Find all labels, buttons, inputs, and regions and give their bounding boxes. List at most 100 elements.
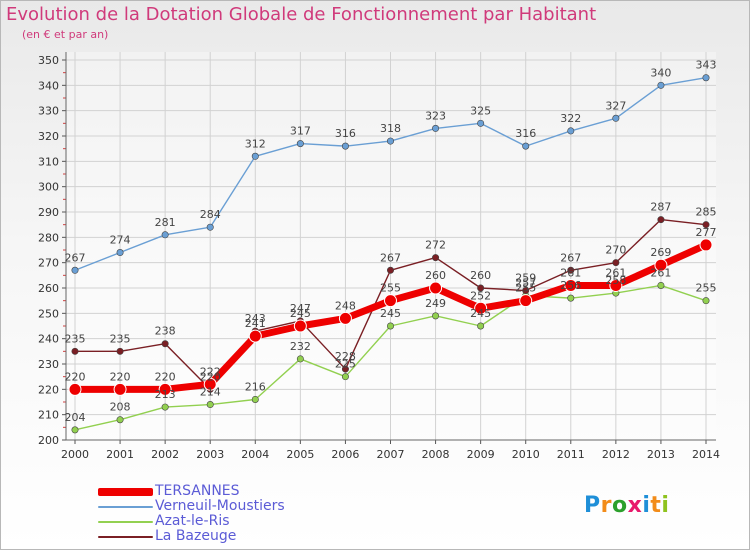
x-tick-label: 2006 <box>331 448 359 461</box>
data-point-azat-le-ris <box>432 312 440 320</box>
data-point-verneuil-moustiers <box>71 266 79 274</box>
data-point-verneuil-moustiers <box>612 114 620 122</box>
data-label-verneuil-moustiers: 281 <box>155 216 176 229</box>
y-tick-label: 200 <box>38 434 59 447</box>
data-point-azat-le-ris <box>296 355 304 363</box>
data-point-verneuil-moustiers <box>341 142 349 150</box>
y-tick-label: 280 <box>38 231 59 244</box>
y-tick-label: 350 <box>38 54 59 67</box>
data-point-tersannes <box>203 377 217 391</box>
data-point-verneuil-moustiers <box>386 137 394 145</box>
data-label-verneuil-moustiers: 323 <box>425 109 446 122</box>
legend-swatch-tersannes <box>98 488 153 496</box>
data-label-la-bazeuge: 220 <box>200 370 221 383</box>
data-point-azat-le-ris <box>161 403 169 411</box>
data-point-la-bazeuge <box>702 221 710 229</box>
data-point-tersannes <box>338 311 352 325</box>
data-point-verneuil-moustiers <box>161 231 169 239</box>
x-tick-label: 2008 <box>422 448 450 461</box>
data-label-azat-le-ris: 213 <box>155 388 176 401</box>
data-point-la-bazeuge <box>386 266 394 274</box>
data-label-verneuil-moustiers: 316 <box>335 127 356 140</box>
data-point-azat-le-ris <box>477 322 485 330</box>
data-label-azat-le-ris: 208 <box>110 401 131 414</box>
data-point-azat-le-ris <box>657 281 665 289</box>
logo-letter: t <box>650 493 662 518</box>
data-label-la-bazeuge: 228 <box>335 350 356 363</box>
data-point-verneuil-moustiers <box>657 81 665 89</box>
data-label-verneuil-moustiers: 316 <box>515 127 536 140</box>
data-point-azat-le-ris <box>206 401 214 409</box>
data-label-azat-le-ris: 245 <box>470 307 491 320</box>
data-label-verneuil-moustiers: 343 <box>696 59 717 72</box>
data-label-verneuil-moustiers: 340 <box>650 66 671 79</box>
data-label-azat-le-ris: 261 <box>650 266 671 279</box>
data-point-verneuil-moustiers <box>206 223 214 231</box>
data-point-la-bazeuge <box>612 259 620 267</box>
data-point-verneuil-moustiers <box>702 74 710 82</box>
x-tick-label: 2001 <box>106 448 134 461</box>
data-label-tersannes: 269 <box>650 246 671 259</box>
data-label-tersannes: 241 <box>245 317 266 330</box>
data-label-verneuil-moustiers: 318 <box>380 122 401 135</box>
y-tick-label: 330 <box>38 105 59 118</box>
y-tick-label: 320 <box>38 130 59 143</box>
data-label-tersannes: 245 <box>290 307 311 320</box>
data-point-azat-le-ris <box>251 395 259 403</box>
data-point-azat-le-ris <box>702 297 710 305</box>
data-label-azat-le-ris: 245 <box>380 307 401 320</box>
legend-label-la-bazeuge: La Bazeuge <box>155 528 237 544</box>
data-point-tersannes <box>158 382 172 396</box>
data-label-la-bazeuge: 267 <box>380 251 401 264</box>
data-label-verneuil-moustiers: 327 <box>605 99 626 112</box>
data-point-la-bazeuge <box>657 216 665 224</box>
y-tick-label: 220 <box>38 383 59 396</box>
data-point-la-bazeuge <box>477 284 485 292</box>
data-point-tersannes <box>429 281 443 295</box>
data-point-azat-le-ris <box>341 373 349 381</box>
data-point-tersannes <box>384 294 397 308</box>
data-label-azat-le-ris: 214 <box>200 386 221 399</box>
proxiti-logo: Proxiti <box>584 493 669 518</box>
data-label-la-bazeuge: 259 <box>515 272 536 285</box>
data-label-la-bazeuge: 235 <box>65 332 86 345</box>
data-point-azat-le-ris <box>71 426 79 434</box>
chart-axes: 200 210 220 230 240 250 260 270 280 290 300 310 320 3… <box>38 52 720 461</box>
logo-letter: i <box>642 493 651 518</box>
y-tick-label: 210 <box>38 409 59 422</box>
data-point-la-bazeuge <box>522 287 530 295</box>
data-label-azat-le-ris: 249 <box>425 297 446 310</box>
data-label-azat-le-ris: 225 <box>335 358 356 371</box>
x-tick-label: 2004 <box>241 448 269 461</box>
data-label-tersannes: 261 <box>605 266 626 279</box>
x-tick-label: 2010 <box>512 448 540 461</box>
y-tick-label: 300 <box>38 181 59 194</box>
data-label-la-bazeuge: 247 <box>290 302 311 315</box>
data-label-la-bazeuge: 235 <box>110 332 131 345</box>
data-point-la-bazeuge <box>71 347 79 355</box>
data-label-tersannes: 255 <box>515 282 536 295</box>
data-point-tersannes <box>248 329 262 343</box>
data-point-azat-le-ris <box>567 294 575 302</box>
y-tick-label: 230 <box>38 358 59 371</box>
data-label-tersannes: 220 <box>65 370 86 383</box>
x-tick-label: 2011 <box>557 448 585 461</box>
x-tick-label: 2005 <box>286 448 314 461</box>
logo-letter: o <box>611 493 628 518</box>
data-label-tersannes: 277 <box>696 226 717 239</box>
data-label-verneuil-moustiers: 317 <box>290 125 311 138</box>
y-tick-label: 340 <box>38 79 59 92</box>
data-point-la-bazeuge <box>161 340 169 348</box>
data-label-tersannes: 248 <box>335 299 356 312</box>
y-tick-label: 250 <box>38 307 59 320</box>
data-label-tersannes: 220 <box>155 370 176 383</box>
y-tick-label: 270 <box>38 257 59 270</box>
series-layer <box>68 74 713 434</box>
legend-label-tersannes: TERSANNES <box>155 483 240 499</box>
data-point-tersannes <box>474 301 488 315</box>
data-label-tersannes: 260 <box>425 269 446 282</box>
legend-swatch-azat-le-ris <box>98 521 153 523</box>
data-point-verneuil-moustiers <box>116 249 124 257</box>
legend-swatch-la-bazeuge <box>98 536 153 538</box>
